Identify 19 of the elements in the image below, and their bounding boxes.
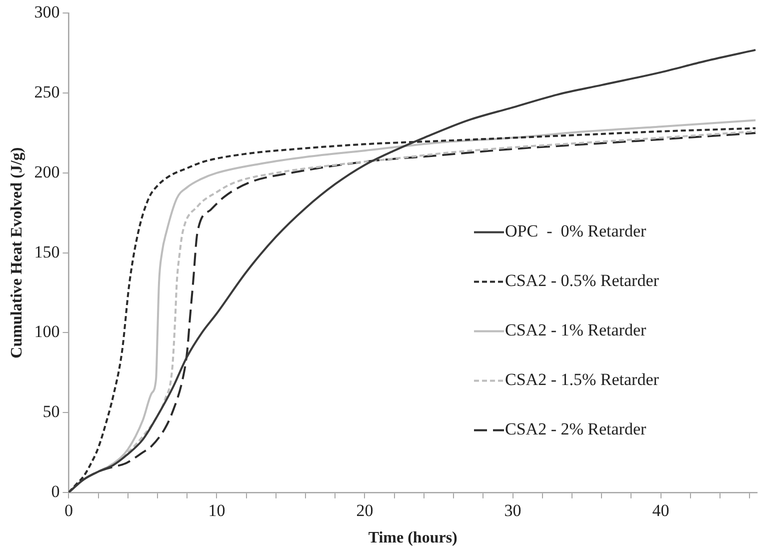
- legend-label: CSA2 - 1.5% Retarder: [505, 370, 660, 390]
- y-tick-label: 200: [34, 162, 60, 182]
- x-tick-label: 10: [208, 501, 226, 520]
- y-tick-label: 0: [51, 482, 60, 501]
- legend-label: CSA2 - 1% Retarder: [505, 320, 646, 340]
- legend-label: OPC - 0% Retarder: [505, 222, 646, 241]
- x-tick-label: 0: [64, 501, 73, 520]
- y-tick-label: 300: [34, 2, 60, 22]
- legend-label: CSA2 - 2% Retarder: [505, 420, 646, 439]
- x-tick-label: 30: [504, 501, 522, 520]
- y-tick-label: 250: [34, 82, 60, 102]
- x-tick-label: 40: [652, 501, 670, 520]
- y-tick-label: 50: [42, 402, 60, 421]
- legend-label: CSA2 - 0.5% Retarder: [505, 271, 660, 290]
- y-axis-title: Cumulative Heat Evolved (J/g): [8, 147, 26, 358]
- x-axis-title: Time (hours): [368, 530, 458, 547]
- x-tick-label: 20: [356, 501, 374, 520]
- y-tick-label: 150: [34, 242, 60, 262]
- y-tick-label: 100: [34, 322, 60, 342]
